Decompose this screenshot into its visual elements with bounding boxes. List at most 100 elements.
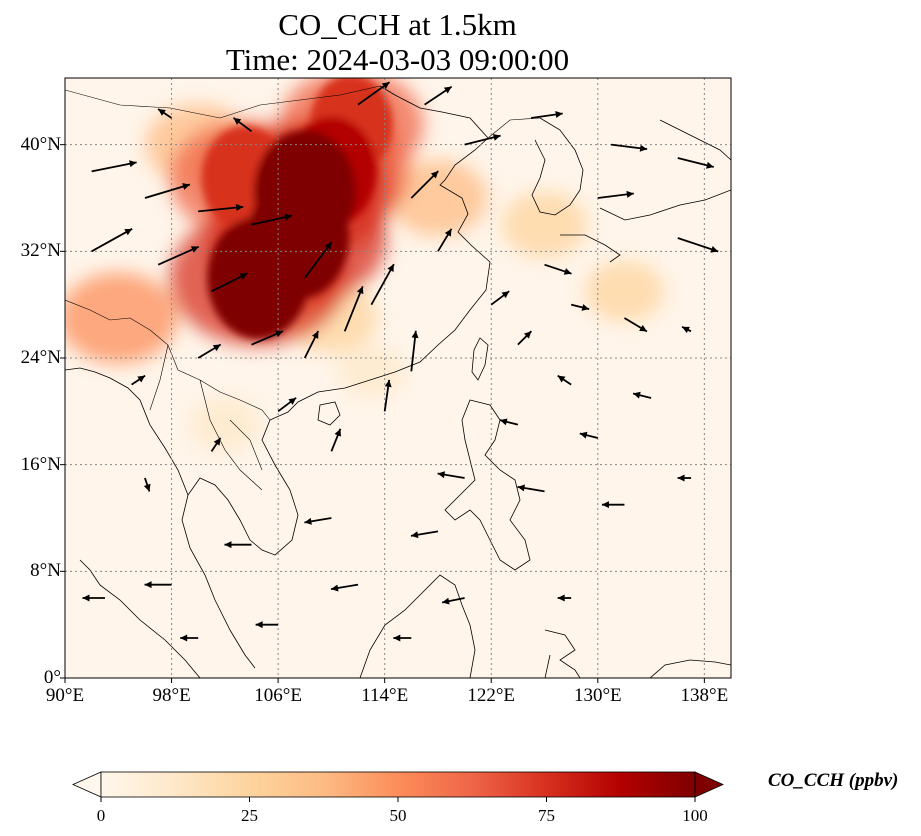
wind-arrow	[579, 431, 599, 439]
x-tick-label: 106°E	[254, 685, 302, 706]
colorbar	[72, 771, 724, 802]
wind-arrow	[330, 583, 359, 592]
wind-arrow	[437, 471, 465, 479]
wind-arrow	[330, 428, 342, 452]
wind-arrow	[357, 81, 391, 106]
colorbar-tick-label: 0	[96, 806, 106, 825]
sulawesi-coast	[544, 629, 581, 678]
y-tick-label: 8°N	[30, 560, 61, 582]
wind-arrow	[198, 204, 244, 213]
wind-arrow	[490, 290, 510, 306]
colorbar-tick-label: 100	[682, 806, 708, 825]
wind-arrow	[517, 330, 533, 346]
wind-arrow	[91, 228, 133, 253]
wind-arrow	[557, 374, 572, 386]
wind-arrow	[157, 108, 173, 119]
vietnam-coast	[249, 419, 299, 556]
wind-arrow	[677, 474, 692, 482]
y-tick-label: 0°	[43, 667, 61, 688]
concentration-blob	[584, 260, 665, 322]
wind-arrow	[410, 170, 439, 199]
concentration-blob	[189, 397, 260, 452]
coastlines	[65, 85, 731, 678]
wind-arrow	[144, 183, 191, 199]
map-title: CO_CCH at 1.5km	[278, 7, 517, 42]
x-tick-label: 138°E	[680, 685, 729, 706]
wind-arrow	[597, 190, 634, 199]
wind-arrow	[570, 303, 590, 311]
y-tick-label: 16°N	[20, 453, 61, 475]
colorbar-extend-min	[72, 771, 102, 798]
wind-arrow	[143, 477, 151, 492]
y-tick-label: 32°N	[20, 240, 61, 262]
wind-arrow	[255, 621, 279, 629]
wind-arrow	[464, 133, 501, 146]
wind-arrow	[601, 501, 625, 509]
x-tick-label: 90°E	[45, 685, 85, 706]
japan-coast	[560, 119, 731, 263]
concentration-blob	[338, 345, 405, 397]
concentration-field	[65, 78, 665, 452]
wind-arrow	[211, 272, 248, 293]
x-tick-label: 122°E	[467, 685, 516, 706]
border-lines	[65, 85, 541, 491]
wind-arrow	[343, 285, 364, 332]
borneo-coast	[359, 574, 476, 678]
indochina-coast	[181, 477, 256, 669]
colorbar-tick-label: 50	[389, 806, 407, 825]
wind-arrow	[251, 330, 284, 346]
colorbar-tick-label: 75	[538, 806, 555, 825]
wind-arrow	[304, 517, 332, 525]
wind-arrow	[499, 418, 519, 426]
wind-arrow	[370, 263, 395, 306]
wind-arrow	[531, 111, 563, 119]
wind-arrow	[303, 330, 320, 359]
x-tick-label: 98°E	[152, 685, 191, 706]
wind-arrow	[681, 326, 692, 334]
map-time: Time: 2024-03-03 09:00:00	[225, 42, 570, 77]
philippines-coast	[444, 399, 531, 571]
newguinea-coast	[649, 659, 731, 678]
concentration-core	[253, 130, 356, 253]
hainan-coast	[317, 401, 341, 426]
wind-arrow	[277, 397, 297, 413]
wind-arrow	[180, 634, 199, 642]
wind-arrow	[410, 530, 439, 539]
wind-arrow	[157, 245, 200, 266]
wind-arrow	[437, 228, 453, 252]
wind-arrow	[441, 597, 465, 605]
wind-arrow	[544, 263, 572, 275]
y-tick-label: 24°N	[20, 347, 61, 368]
wind-arrow	[224, 541, 252, 549]
concentration-core	[207, 216, 310, 340]
y-tick-label: 40°N	[20, 133, 61, 155]
wind-arrow	[232, 117, 253, 133]
wind-arrow	[393, 634, 412, 642]
wind-arrow	[611, 143, 648, 152]
x-tick-label: 114°E	[361, 685, 409, 706]
concentration-blob	[388, 160, 488, 236]
wind-arrow	[677, 237, 719, 253]
axis-ticks	[60, 144, 705, 683]
colorbar-tick-label: 25	[241, 806, 258, 825]
wind-arrow	[424, 85, 453, 106]
wind-arrow	[131, 374, 146, 386]
map-frame	[64, 77, 732, 679]
wind-arrow	[251, 213, 293, 226]
wind-arrow	[304, 241, 333, 279]
wind-arrow	[82, 594, 105, 602]
wind-arrow	[383, 379, 392, 412]
taiwan-coast	[471, 337, 489, 381]
china-coast	[269, 85, 491, 421]
concentration-blob	[501, 191, 588, 258]
wind-arrow	[632, 391, 652, 399]
colorbar-label: CO_CCH (ppbv)	[768, 770, 899, 791]
wind-arrow	[144, 581, 172, 589]
x-tick-label: 130°E	[573, 685, 622, 706]
concentration-blob	[65, 272, 178, 364]
wind-arrow	[517, 484, 545, 493]
sumatra-coast	[79, 559, 201, 678]
wind-arrow	[623, 317, 648, 333]
wind-arrow	[210, 437, 222, 452]
